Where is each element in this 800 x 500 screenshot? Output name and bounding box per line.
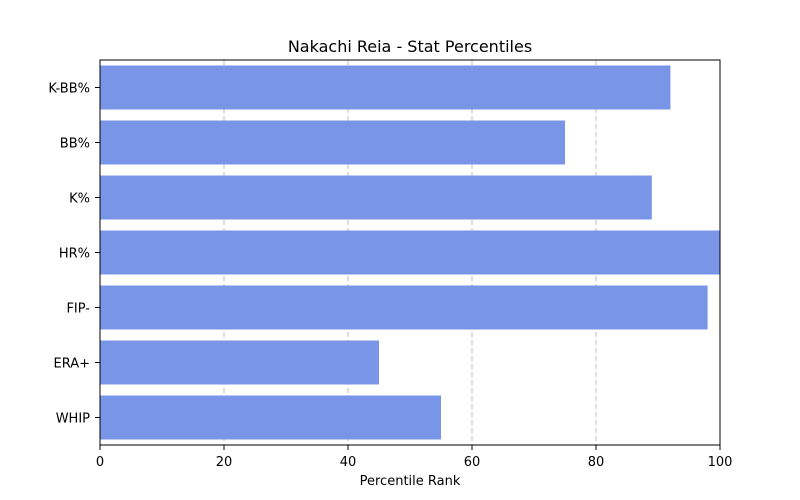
bar-1 [100, 120, 565, 165]
x-tick-label-4: 80 [588, 455, 605, 470]
y-tick-label-2: K% [69, 192, 90, 207]
bar-5 [100, 340, 379, 385]
bar-4 [100, 285, 708, 330]
y-tick-label-3: HR% [59, 247, 90, 262]
y-tick-label-0: K-BB% [48, 82, 90, 97]
y-tick-label-5: ERA+ [53, 357, 90, 372]
x-axis-label: Percentile Rank [360, 474, 461, 489]
x-tick-label-1: 20 [216, 455, 233, 470]
x-tick-label-0: 0 [96, 455, 104, 470]
x-axis-ticks: 0 20 40 60 80 100 [96, 445, 733, 470]
bars [100, 65, 720, 440]
bar-3 [100, 230, 720, 275]
bar-2 [100, 175, 652, 220]
y-tick-label-1: BB% [60, 137, 90, 152]
bar-6 [100, 395, 441, 440]
x-tick-label-3: 60 [464, 455, 481, 470]
x-tick-label-2: 40 [340, 455, 357, 470]
y-tick-label-6: WHIP [56, 412, 90, 427]
y-tick-label-4: FIP- [66, 302, 90, 317]
y-axis-ticks: K-BB% BB% K% HR% FIP- ERA+ WHIP [48, 82, 100, 427]
bar-0 [100, 65, 671, 110]
chart-title: Nakachi Reia - Stat Percentiles [288, 37, 532, 56]
x-tick-label-5: 100 [708, 455, 733, 470]
